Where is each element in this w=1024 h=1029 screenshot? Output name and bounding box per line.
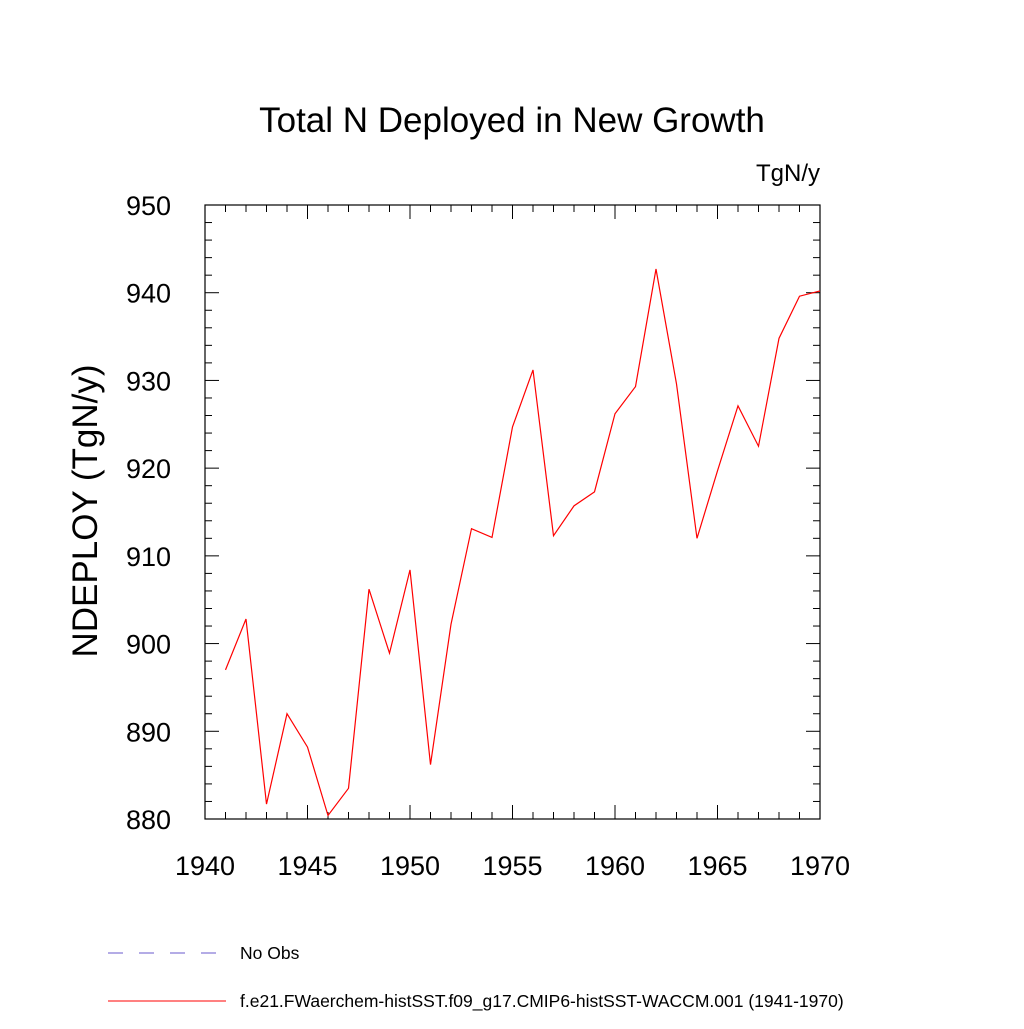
x-tick-labels: 1940 1945 1950 1955 1960 1965 1970 bbox=[175, 851, 850, 881]
minor-ticks bbox=[205, 205, 820, 819]
y-tick-label: 940 bbox=[126, 279, 171, 309]
units-label: TgN/y bbox=[756, 160, 820, 187]
x-tick-label: 1965 bbox=[687, 851, 747, 881]
series-line-1 bbox=[224, 268, 821, 817]
x-tick-label: 1960 bbox=[585, 851, 645, 881]
y-tick-label: 890 bbox=[126, 717, 171, 747]
legend-label: No Obs bbox=[240, 943, 300, 963]
x-tick-label: 1950 bbox=[380, 851, 440, 881]
major-ticks bbox=[204, 204, 821, 820]
y-tick-label: 900 bbox=[126, 630, 171, 660]
x-tick-label: 1955 bbox=[482, 851, 542, 881]
y-tick-label: 930 bbox=[126, 366, 171, 396]
plot-frame bbox=[204, 204, 821, 820]
legend-label: f.e21.FWaerchem-histSST.f09_g17.CMIP6-hi… bbox=[240, 991, 844, 1012]
y-tick-label: 880 bbox=[126, 805, 171, 835]
x-tick-label: 1970 bbox=[790, 851, 850, 881]
y-axis-label: NDEPLOY (TgN/y) bbox=[66, 364, 105, 657]
series-layer bbox=[224, 268, 821, 817]
legend: No Obs f.e21.FWaerchem-histSST.f09_g17.CM… bbox=[108, 943, 844, 1012]
y-tick-label: 910 bbox=[126, 542, 171, 572]
x-tick-label: 1940 bbox=[175, 851, 235, 881]
y-tick-label: 950 bbox=[126, 191, 171, 221]
x-tick-label: 1945 bbox=[277, 851, 337, 881]
chart-title: Total N Deployed in New Growth bbox=[259, 101, 765, 140]
y-tick-labels: 880 890 900 910 920 930 940 950 bbox=[126, 191, 171, 835]
y-tick-label: 920 bbox=[126, 454, 171, 484]
